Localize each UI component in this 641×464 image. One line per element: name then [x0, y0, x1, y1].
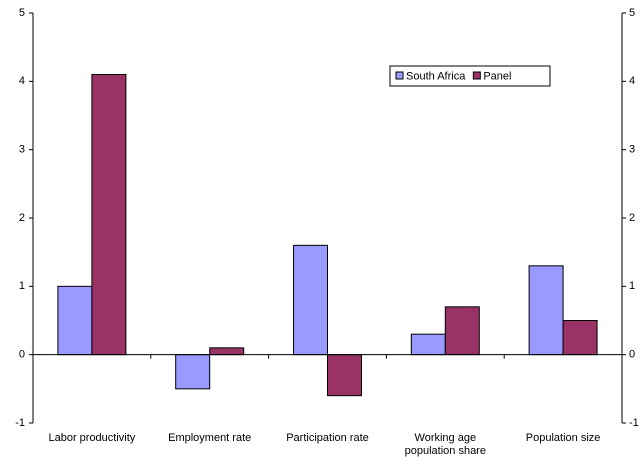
x-tick-label: Labor productivity: [48, 432, 136, 444]
y-tick-label: -1: [15, 417, 25, 429]
y-tick-label: 1: [19, 280, 25, 292]
y-tick-label: 4: [19, 75, 25, 87]
legend-swatch: [395, 71, 404, 80]
y-tick-label: 0: [19, 349, 25, 361]
y-tick-label: 2: [19, 212, 25, 224]
x-tick-label: Participation rate: [286, 432, 369, 444]
bar: [57, 285, 93, 356]
y2-tick-label: 1: [629, 280, 635, 292]
legend-label: Panel: [483, 70, 511, 82]
y2-tick-label: 2: [629, 212, 635, 224]
x-tick-label: Working age population share: [404, 432, 486, 457]
y-tick-label: 3: [19, 144, 25, 156]
legend-label: South Africa: [406, 70, 466, 82]
bar: [410, 333, 446, 356]
x-tick-label: Population size: [525, 432, 601, 444]
legend-swatch: [472, 71, 481, 80]
legend-box: [389, 65, 551, 87]
y2-tick-label: 0: [629, 349, 635, 361]
x-tick-label: Employment rate: [168, 432, 252, 444]
y2-tick-label: 3: [629, 144, 635, 156]
y2-tick-label: 4: [629, 75, 635, 87]
bar: [444, 306, 480, 356]
y2-tick-label: -1: [629, 417, 639, 429]
bar: [175, 354, 211, 390]
legend: South Africa Panel: [389, 65, 551, 87]
bar: [209, 347, 245, 356]
y2-tick-label: 5: [629, 7, 635, 19]
bar: [562, 320, 598, 356]
bar: [327, 354, 362, 397]
bar: [528, 265, 564, 356]
bar: [91, 74, 127, 356]
bar: [293, 244, 328, 356]
y-tick-label: 5: [19, 7, 25, 19]
